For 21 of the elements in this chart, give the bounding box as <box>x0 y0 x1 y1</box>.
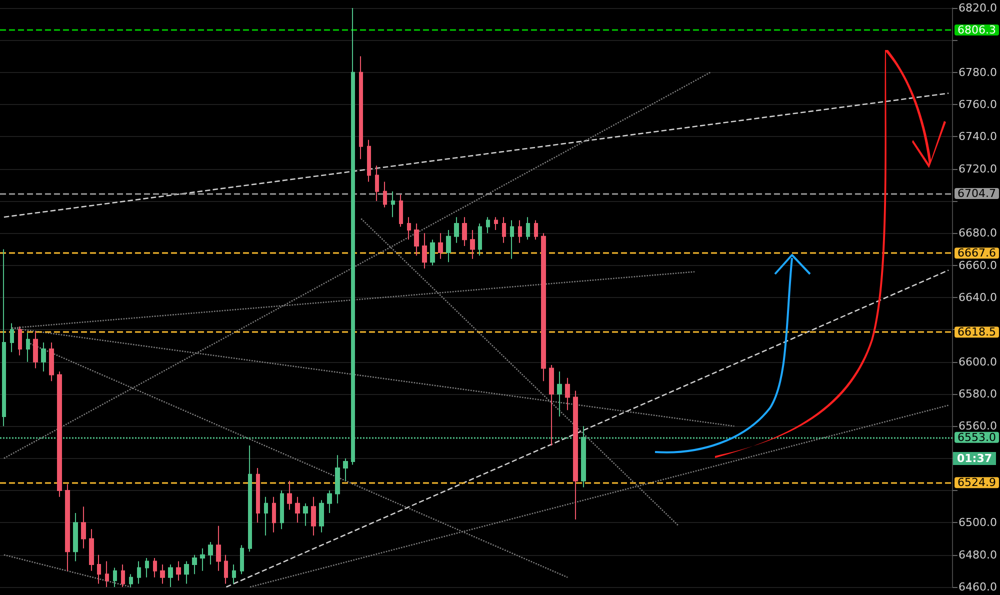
y-tick-label: 6680.0 <box>958 226 998 240</box>
y-tick-label: 6560.0 <box>958 420 998 433</box>
y-tick-label: 6640.0 <box>958 291 998 304</box>
y-tick-label: 6760.0 <box>958 98 998 111</box>
ref-line-label: 6524.9 <box>958 476 996 490</box>
ref-line-label: 6704.7 <box>958 186 996 200</box>
ref-line-label: 6553.0 <box>958 430 996 444</box>
ref-line-label: 6618.5 <box>958 326 996 339</box>
y-tick-label: 6780.0 <box>958 66 998 79</box>
y-tick-label: 6600.0 <box>958 355 998 368</box>
y-tick-label: 6820.0 <box>958 2 998 14</box>
ref-line-label: 6806.3 <box>958 24 996 37</box>
text: 01:37 <box>956 452 992 465</box>
y-tick-label: 6500.0 <box>958 516 998 530</box>
y-tick-label: 6580.0 <box>958 388 998 400</box>
ref-line-label: 6667.6 <box>958 246 996 260</box>
y-tick-label: 6720.0 <box>958 162 998 176</box>
y-tick-label: 6460.0 <box>958 580 998 594</box>
y-tick-label: 6660.0 <box>958 258 998 272</box>
y-tick-label: 6740.0 <box>958 130 998 144</box>
y-tick-label: 6480.0 <box>958 548 998 562</box>
